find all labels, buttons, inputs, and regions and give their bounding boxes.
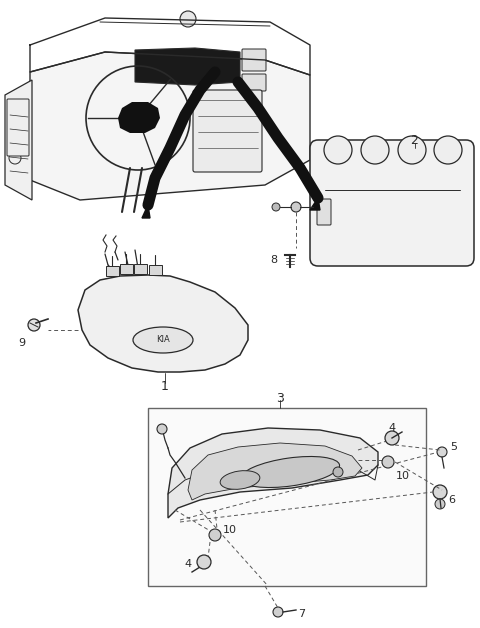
- FancyBboxPatch shape: [148, 264, 161, 274]
- Polygon shape: [188, 443, 362, 500]
- Text: 9: 9: [18, 338, 25, 348]
- FancyBboxPatch shape: [310, 140, 474, 266]
- FancyBboxPatch shape: [193, 90, 262, 172]
- Text: 10: 10: [396, 471, 410, 481]
- FancyBboxPatch shape: [317, 199, 331, 225]
- Circle shape: [28, 319, 40, 331]
- Circle shape: [324, 136, 352, 164]
- Circle shape: [434, 136, 462, 164]
- Polygon shape: [78, 275, 248, 372]
- Circle shape: [197, 555, 211, 569]
- Circle shape: [272, 203, 280, 211]
- FancyBboxPatch shape: [133, 264, 146, 274]
- Polygon shape: [5, 80, 32, 200]
- Text: 4: 4: [388, 423, 396, 433]
- Circle shape: [382, 456, 394, 468]
- FancyBboxPatch shape: [7, 99, 29, 156]
- Ellipse shape: [220, 470, 260, 489]
- Polygon shape: [30, 52, 310, 200]
- FancyBboxPatch shape: [106, 266, 119, 276]
- Circle shape: [361, 136, 389, 164]
- Circle shape: [157, 424, 167, 434]
- Polygon shape: [135, 48, 240, 85]
- Text: 5: 5: [450, 442, 457, 452]
- Text: 1: 1: [161, 381, 169, 394]
- Text: 6: 6: [448, 495, 455, 505]
- Circle shape: [333, 467, 343, 477]
- Text: 4: 4: [184, 559, 191, 569]
- Circle shape: [435, 499, 445, 509]
- Circle shape: [124, 104, 152, 132]
- Text: 2: 2: [410, 134, 418, 146]
- Circle shape: [180, 11, 196, 27]
- Circle shape: [398, 136, 426, 164]
- Polygon shape: [310, 198, 320, 210]
- Circle shape: [385, 431, 399, 445]
- Text: 8: 8: [270, 255, 277, 265]
- Circle shape: [437, 447, 447, 457]
- Polygon shape: [118, 102, 160, 133]
- Text: 10: 10: [223, 525, 237, 535]
- Text: 7: 7: [298, 609, 305, 619]
- Ellipse shape: [240, 457, 339, 487]
- Text: 3: 3: [276, 391, 284, 404]
- Bar: [148, 408, 426, 586]
- Circle shape: [273, 607, 283, 617]
- Polygon shape: [168, 428, 378, 518]
- Polygon shape: [142, 205, 150, 218]
- FancyBboxPatch shape: [242, 49, 266, 71]
- Text: KIA: KIA: [156, 335, 170, 345]
- Circle shape: [291, 202, 301, 212]
- Circle shape: [209, 529, 221, 541]
- Circle shape: [433, 485, 447, 499]
- FancyBboxPatch shape: [242, 74, 266, 91]
- FancyBboxPatch shape: [120, 264, 132, 274]
- Ellipse shape: [133, 327, 193, 353]
